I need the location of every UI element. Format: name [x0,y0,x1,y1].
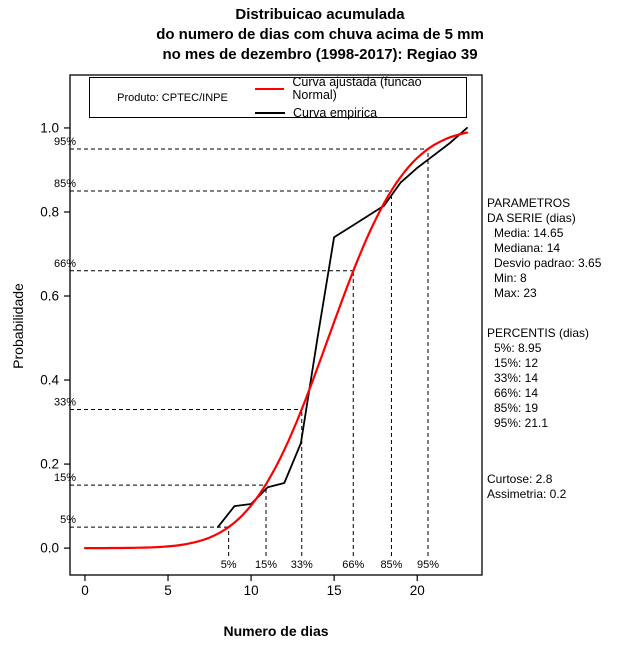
legend-label-empirical-curve: Curva empirica [293,105,378,120]
percentile-85: 85%: 19 [494,401,539,415]
quantile-label-bottom: 66% [342,559,364,571]
parameters-panel: PARAMETROS DA SERIE (dias) Media: 14.65 … [487,196,639,301]
quantile-label-left: 15% [54,472,76,484]
legend-entries: Curva ajustada (funcao Normal) Curva emp… [255,74,466,120]
parameter-media: Media: 14.65 [494,226,564,240]
quantile-label-left: 95% [54,136,76,148]
quantile-label-left: 5% [60,514,76,526]
fitted-curve-line-swatch [255,87,285,90]
y-tick-label: 0.0 [40,541,59,556]
percentile-33: 33%: 14 [494,371,539,385]
empirical-curve [217,127,468,528]
x-axis-label: Numero de dias [223,623,329,639]
x-tick-label: 0 [81,583,89,598]
fitted-normal-curve [83,131,469,550]
quantile-label-bottom: 15% [255,559,277,571]
empirical-curve-line-swatch [255,112,285,114]
percentiles-panel: PERCENTIS (dias) 5%: 8.95 15%: 12 33%: 1… [487,326,639,431]
quantile-label-left: 66% [54,258,76,270]
plot-frame [69,74,483,576]
chart-title-line-2: do numero de dias com chuva acima de 5 m… [156,26,484,43]
y-tick-label: 0.6 [40,289,59,304]
quantile-label-bottom: 85% [380,559,402,571]
y-tick-label: 0.8 [40,204,59,219]
x-tick-label: 10 [244,583,259,598]
quantile-label-left: 33% [54,396,76,408]
quantile-label-bottom: 33% [291,559,313,571]
quantile-label-left: 85% [54,178,76,190]
x-tick-label: 20 [410,583,425,598]
chart-title-line-1: Distribuicao acumulada [235,6,405,23]
moments-panel: Curtose: 2.8 Assimetria: 0.2 [487,472,639,502]
legend-label-fitted-curve: Curva ajustada (funcao Normal) [292,74,422,102]
chart-title-line-3: no mes de dezembro (1998-2017): Regiao 3… [162,46,478,63]
chart-title: Distribuicao acumulada do numero de dias… [0,5,640,65]
parameter-desvio-padrao: Desvio padrao: 3.65 [494,256,602,270]
parameters-title-line-1: PARAMETROS [487,196,571,210]
product-label: Produto: CPTEC/INPE [117,91,228,104]
y-axis-label: Probabilidade [10,283,26,369]
parameter-mediana: Mediana: 14 [494,241,561,255]
x-tick-label: 5 [164,583,172,598]
y-tick-label: 0.4 [40,373,59,388]
percentile-5: 5%: 8.95 [494,341,542,355]
legend-item-fitted-curve: Curva ajustada (funcao Normal) [255,74,466,102]
parameter-min: Min: 8 [494,271,527,285]
y-tick-label: 0.2 [40,457,59,472]
quantile-label-bottom: 5% [221,559,237,571]
legend-item-empirical-curve: Curva empirica [255,105,466,120]
parameters-title-line-2: DA SERIE (dias) [487,211,576,225]
legend-box: Produto: CPTEC/INPE Curva ajustada (func… [89,74,467,120]
kurtosis-value: Curtose: 2.8 [487,472,553,486]
skewness-value: Assimetria: 0.2 [487,487,567,501]
parameter-max: Max: 23 [494,286,537,300]
quantile-label-bottom: 95% [417,559,439,571]
percentile-15: 15%: 12 [494,356,539,370]
y-tick-label: 1.0 [40,120,59,135]
percentile-95: 95%: 21.1 [494,416,549,430]
x-tick-label: 15 [327,583,342,598]
percentiles-title: PERCENTIS (dias) [487,326,590,340]
percentile-66: 66%: 14 [494,386,539,400]
